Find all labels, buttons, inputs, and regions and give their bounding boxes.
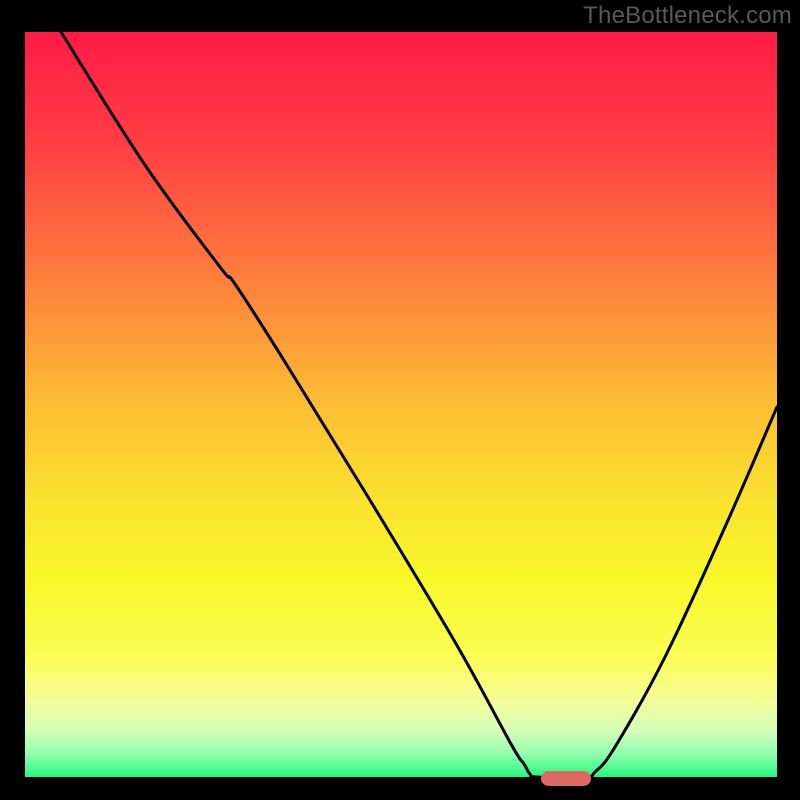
watermark-text: TheBottleneck.com xyxy=(583,2,792,30)
bottleneck-curve xyxy=(25,32,777,777)
plot-area xyxy=(25,32,777,777)
min-point-marker xyxy=(541,771,591,786)
chart-canvas: TheBottleneck.com xyxy=(0,0,800,800)
